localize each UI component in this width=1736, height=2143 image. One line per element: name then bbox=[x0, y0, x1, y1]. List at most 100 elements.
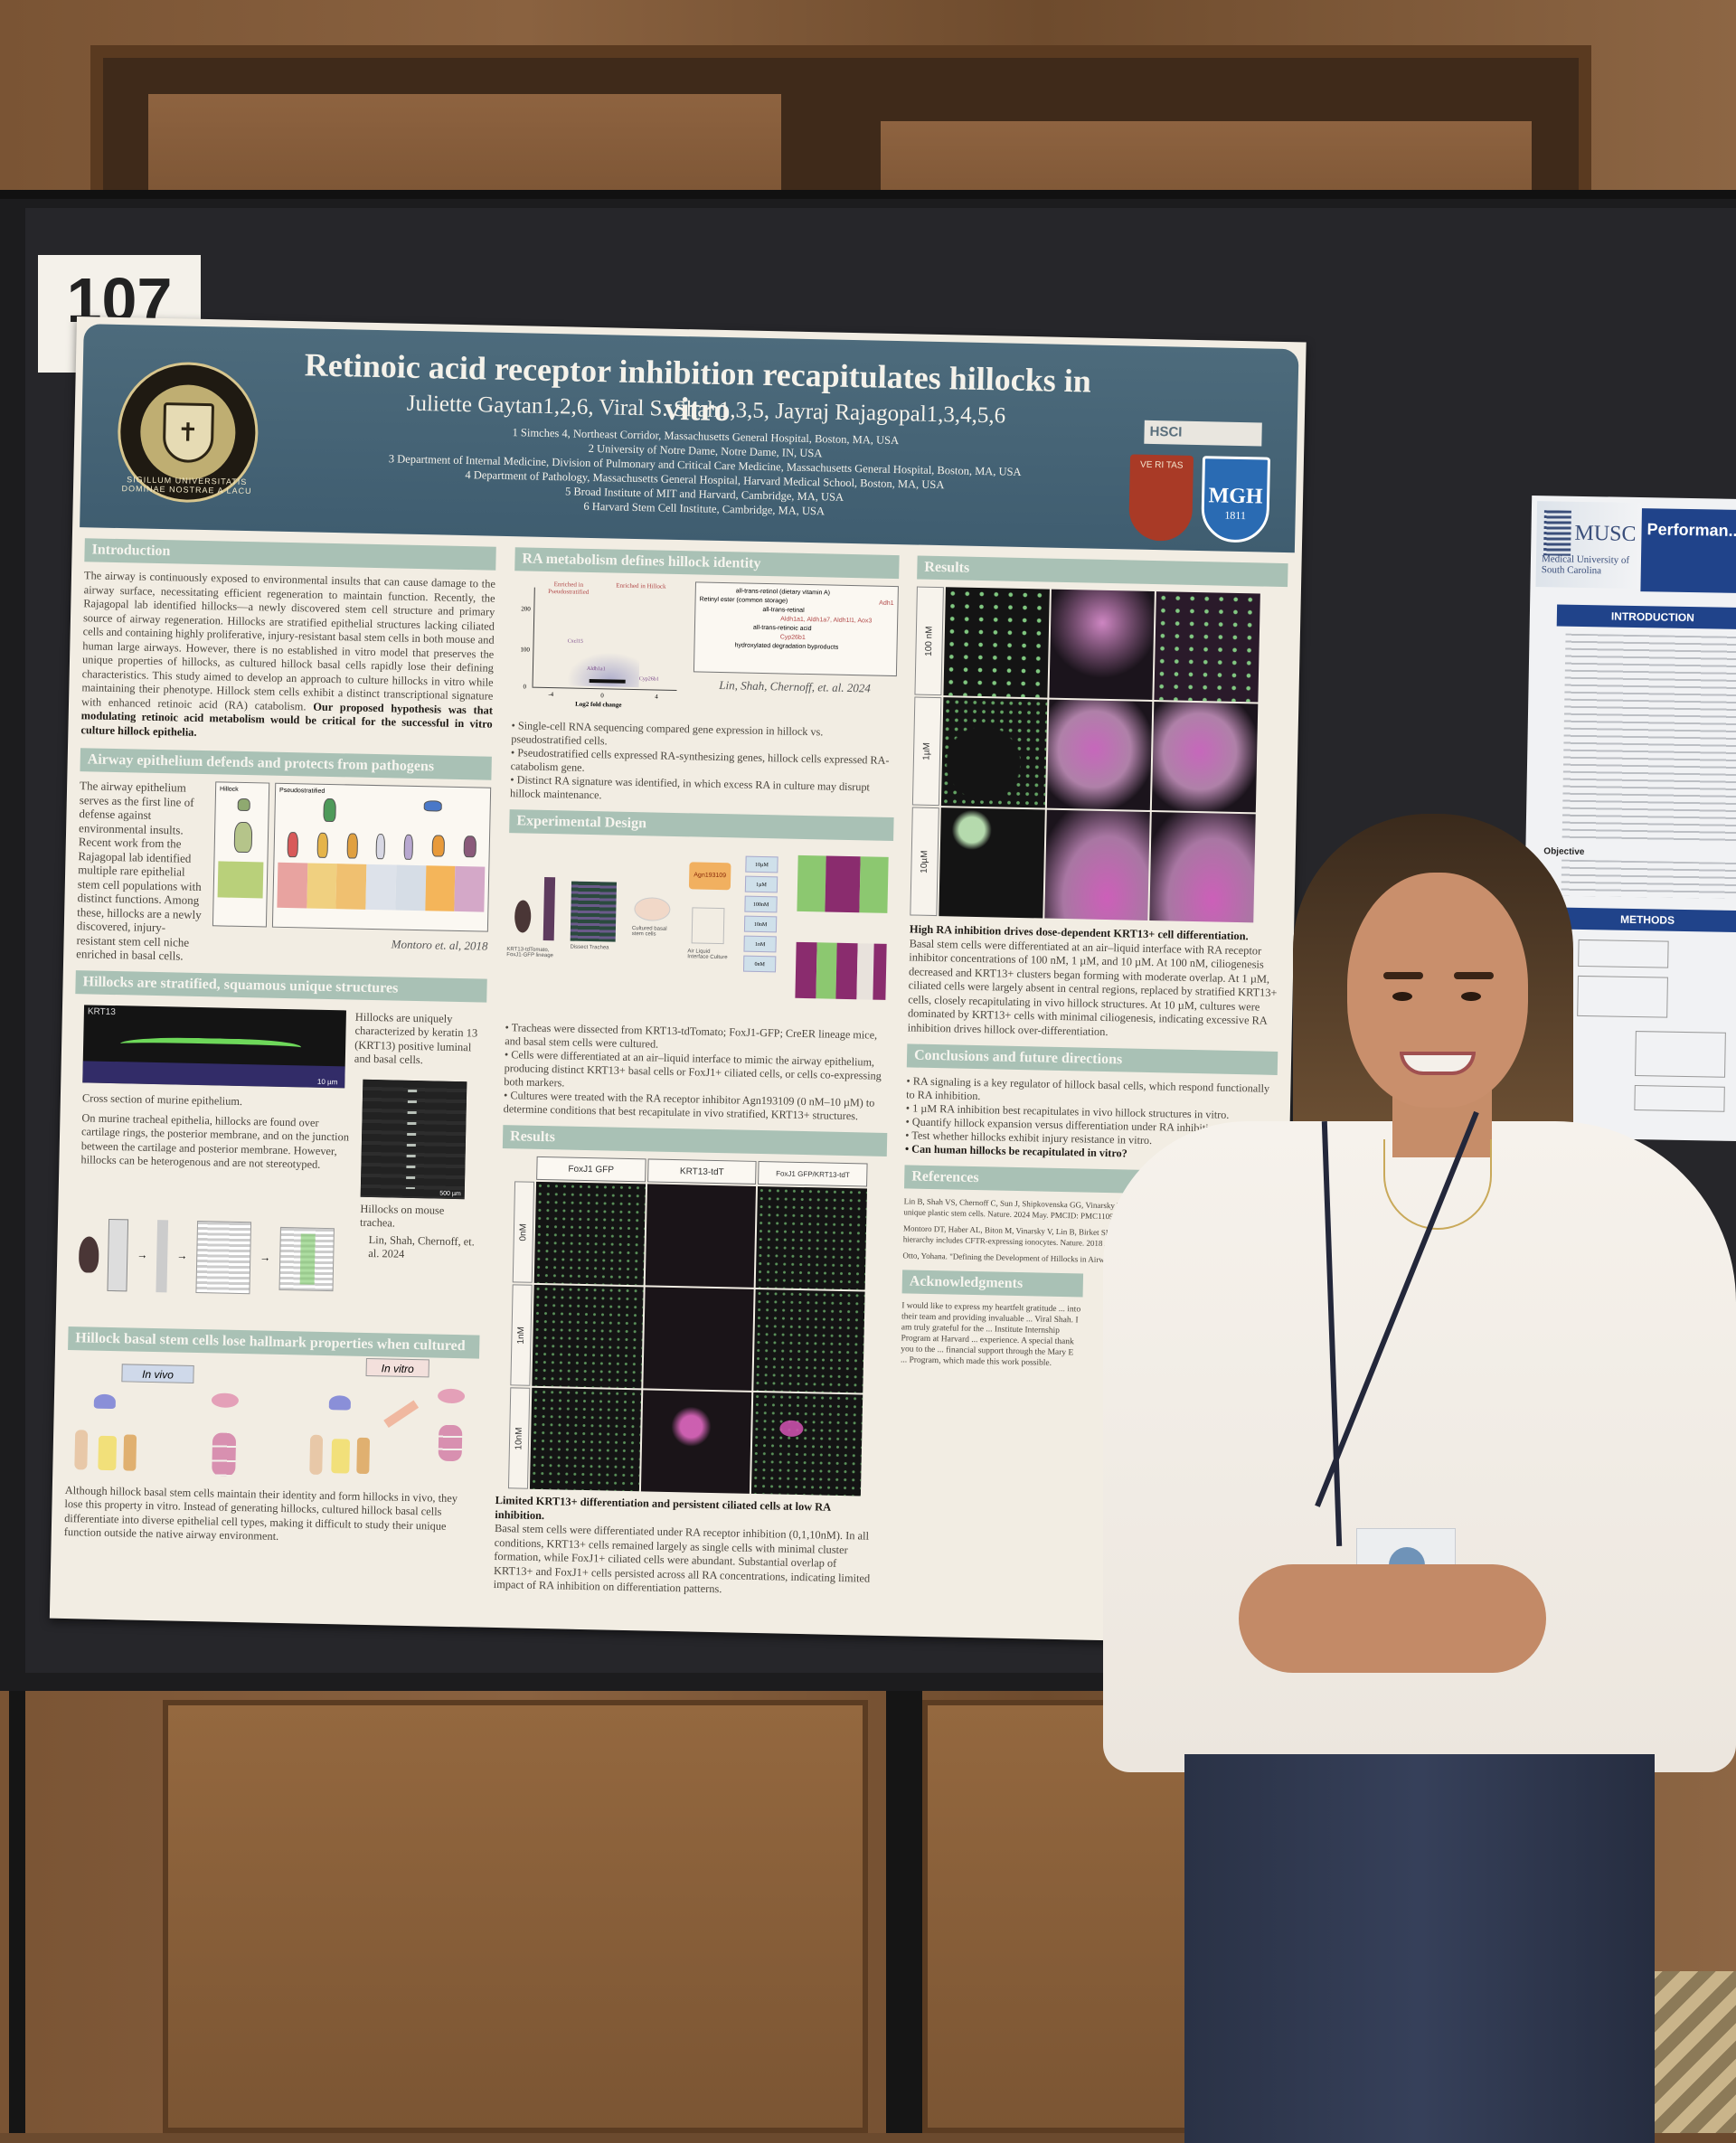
micrograph-krt13 bbox=[1049, 589, 1156, 701]
mouse-trachea-image: 500 µm bbox=[360, 1079, 467, 1199]
ra-metabolism-bullets: Single-cell RNA sequencing compared gene… bbox=[510, 719, 896, 808]
tuft-cell-icon bbox=[403, 834, 414, 860]
ra-pathway-diagram: all-trans-retinol (dietary vitamin A) Re… bbox=[693, 581, 899, 677]
hillock-cell-icon bbox=[237, 798, 250, 812]
cell-icon bbox=[331, 1438, 351, 1474]
culture-dish-icon bbox=[634, 897, 671, 921]
caption: Cross section of murine epithelium. bbox=[81, 1090, 243, 1108]
goblet-cell-icon bbox=[316, 832, 329, 858]
epithelium-illustration-top bbox=[797, 854, 889, 913]
section-heading: Hillocks are stratified, squamous unique… bbox=[75, 969, 487, 1003]
cell-icon bbox=[98, 1435, 118, 1470]
micrograph-krt13 bbox=[1046, 699, 1153, 810]
micrograph-foxj1 bbox=[529, 1387, 641, 1492]
in-vitro-label: In vitro bbox=[365, 1357, 429, 1377]
differentiation-arrow-icon bbox=[383, 1399, 420, 1428]
section-heading: Acknowledgments bbox=[901, 1270, 1084, 1298]
wall-panel bbox=[163, 1700, 868, 2133]
row-label: 10µM bbox=[910, 807, 939, 917]
row-label: 10nM bbox=[507, 1387, 531, 1489]
cross-shield-icon: ✝ bbox=[162, 401, 214, 463]
krt13-signal bbox=[116, 1035, 304, 1058]
micrograph-krt13 bbox=[645, 1184, 757, 1288]
row-label: 1nM bbox=[510, 1284, 533, 1386]
hsci-logo: HSCI bbox=[1144, 420, 1262, 447]
row-label: 1µM bbox=[911, 696, 942, 807]
mgh-shield-logo: MGH 1811 bbox=[1201, 456, 1271, 543]
basal-stem-cell-icon bbox=[93, 1393, 117, 1409]
micrograph-merge bbox=[751, 1392, 863, 1496]
micrograph-merge bbox=[1152, 702, 1259, 813]
hillock-trachea-icon bbox=[278, 1226, 335, 1291]
neighbor-poster-title: Performan... Using a Tim... bbox=[1640, 508, 1736, 594]
row-label: 100 nM bbox=[914, 586, 944, 696]
club-cell-icon bbox=[323, 798, 336, 823]
micrograph-merge bbox=[753, 1289, 865, 1393]
necklace bbox=[1383, 1139, 1492, 1230]
opened-trachea-icon bbox=[195, 1220, 252, 1294]
citation: Lin, Shah, Chernoff, et. al. 2024 bbox=[719, 677, 872, 695]
notre-dame-seal-logo: ✝ SIGILLUM UNIVERSITATIS DOMINAE NOSTRAE… bbox=[116, 360, 259, 505]
cell-icon bbox=[356, 1437, 371, 1474]
trachea-dissection-diagram: → → → bbox=[78, 1209, 351, 1305]
hillock-lose-text: Although hillock basal stem cells mainta… bbox=[63, 1483, 458, 1543]
introduction-text: The airway is continuously exposed to en… bbox=[80, 569, 496, 739]
krt13-description: Hillocks are uniquely characterized by k… bbox=[354, 1010, 478, 1067]
experimental-design-bullets: Tracheas were dissected from KRT13-tdTom… bbox=[504, 1021, 890, 1124]
hands bbox=[1239, 1564, 1546, 1673]
micrograph-foxj1 bbox=[943, 587, 1050, 698]
micrograph-foxj1 bbox=[532, 1284, 644, 1389]
krt13-cross-section-image: KRT13 10 µm bbox=[82, 1004, 347, 1088]
smile bbox=[1400, 1052, 1476, 1075]
ciliated-cell-icon bbox=[287, 832, 299, 858]
hillock-basal-stem-cell-icon bbox=[437, 1388, 466, 1403]
poster-header: ✝ SIGILLUM UNIVERSITATIS DOMINAE NOSTRAE… bbox=[80, 324, 1299, 553]
inhibitor-box: Agn193109 bbox=[688, 862, 731, 891]
in-vivo-in-vitro-figure: In vivo In vitro bbox=[65, 1357, 479, 1492]
navy-pants bbox=[1184, 1754, 1655, 2143]
micrograph-merge bbox=[756, 1185, 867, 1290]
musc-logo: MUSC Medical University of South Carolin… bbox=[1535, 501, 1642, 590]
column-header: KRT13-tdT bbox=[646, 1158, 757, 1185]
section-heading: Results bbox=[502, 1125, 888, 1156]
section-heading: Results bbox=[917, 555, 1288, 588]
epithelium-illustration-bottom bbox=[795, 941, 887, 1000]
section-heading: Airway epithelium defends and protects f… bbox=[80, 748, 492, 780]
micrograph-foxj1 bbox=[939, 807, 1045, 919]
ionocyte-cell-icon bbox=[463, 835, 476, 858]
caption: Hillocks on mouse trachea. bbox=[359, 1202, 445, 1230]
poster-column-2: RA metabolism defines hillock identity E… bbox=[494, 547, 900, 1600]
citation: Montoro et. al, 2018 bbox=[391, 937, 488, 953]
column-header: FoxJ1 GFP bbox=[536, 1156, 646, 1183]
hillock-basal-stem-cell-icon bbox=[211, 1392, 240, 1408]
micrograph-krt13 bbox=[642, 1287, 754, 1391]
scale-bar: 10 µm bbox=[316, 1077, 338, 1086]
trachea-icon bbox=[107, 1218, 129, 1291]
section-heading: Experimental Design bbox=[509, 809, 894, 842]
low-dose-microscopy-grid: FoxJ1 GFP KRT13-tdT FoxJ1 GFP/KRT13-tdT … bbox=[507, 1156, 868, 1496]
scale-bar: 500 µm bbox=[439, 1190, 461, 1197]
section-heading: Introduction bbox=[84, 538, 496, 571]
neighbor-text-block bbox=[1561, 633, 1736, 845]
hillock-stack-icon bbox=[438, 1424, 463, 1461]
airway-defense-text: The airway epithelium serves as the firs… bbox=[76, 779, 202, 963]
column-header: FoxJ1 GFP/KRT13-tdT bbox=[758, 1160, 868, 1187]
harvard-shield-logo: VE RI TAS bbox=[1128, 454, 1194, 542]
trachea-icon bbox=[542, 876, 556, 941]
in-vivo-label: In vivo bbox=[121, 1363, 194, 1383]
cell-hierarchy-figure: Hillock Pseudostratified bbox=[212, 781, 492, 932]
volcano-plot: Enriched in Pseudostratified Enriched in… bbox=[512, 578, 686, 717]
trachea-icon bbox=[156, 1219, 169, 1292]
hillock-cell-icon bbox=[233, 821, 253, 854]
musc-wordmark: MUSC bbox=[1574, 521, 1637, 546]
acknowledgments-text: I would like to express my heartfelt gra… bbox=[900, 1301, 1081, 1368]
opened-trachea-icon bbox=[570, 881, 618, 942]
hillock-stack-icon bbox=[212, 1431, 237, 1477]
basal-stem-cell-icon bbox=[328, 1394, 352, 1411]
micrograph-merge bbox=[1154, 591, 1260, 703]
face bbox=[1347, 873, 1528, 1108]
tuft-cell-icon bbox=[375, 834, 386, 860]
mouse-icon bbox=[514, 900, 532, 933]
affiliations: 1 Simches 4, Northeast Corridor, Massach… bbox=[316, 421, 1095, 524]
ne-cell-icon bbox=[431, 835, 445, 857]
